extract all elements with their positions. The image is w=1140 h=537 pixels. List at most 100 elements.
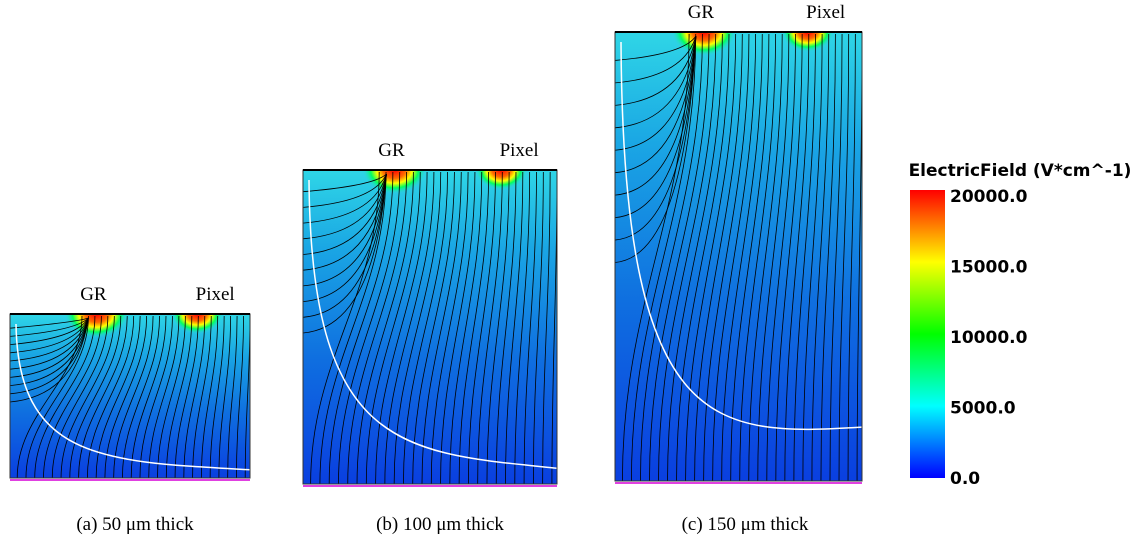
field-line <box>421 171 462 484</box>
caption: (b) 100 μm thick <box>376 514 504 535</box>
field-line <box>649 33 710 481</box>
hot-spot <box>671 32 736 56</box>
field-line <box>303 173 387 224</box>
field-line <box>615 35 697 151</box>
field-line <box>209 315 225 478</box>
field-line <box>467 171 496 484</box>
field-line <box>303 173 387 302</box>
depletion-edge <box>308 179 557 470</box>
field-line <box>615 35 697 174</box>
gr-label: GR <box>378 140 405 161</box>
caption: (c) 150 μm thick <box>682 514 809 535</box>
field-line <box>486 171 510 484</box>
pixel-label: Pixel <box>500 140 539 161</box>
field-line <box>658 33 717 481</box>
field-line <box>10 317 89 345</box>
caption: (a) 50 μm thick <box>76 514 194 535</box>
colorbar-title: ElectricField (V*cm^-1) <box>909 161 1132 181</box>
hot-spot <box>171 314 224 334</box>
field-line <box>10 317 89 337</box>
field-line <box>766 33 796 481</box>
field-line <box>532 171 544 484</box>
field-line <box>174 315 199 478</box>
field-line <box>615 35 697 218</box>
field-line <box>303 173 387 255</box>
field-line <box>104 315 148 478</box>
field-line <box>10 317 89 395</box>
field-line <box>757 33 790 481</box>
field-line <box>458 171 490 484</box>
field-line <box>183 315 206 478</box>
field-line <box>721 33 763 481</box>
field-line <box>356 171 414 484</box>
colorbar <box>910 190 945 478</box>
field-line <box>10 317 89 378</box>
field-line <box>25 315 89 478</box>
field-line <box>384 171 435 484</box>
field-line <box>375 171 428 484</box>
field-line <box>676 33 730 481</box>
field-line <box>310 171 380 484</box>
field-line <box>667 33 723 481</box>
field-line <box>712 33 756 481</box>
field-line <box>218 315 232 478</box>
field-line <box>615 35 697 196</box>
field-line <box>303 173 387 240</box>
field-line <box>820 33 836 481</box>
field-line <box>303 173 387 287</box>
field-line <box>200 315 219 478</box>
field-line <box>748 33 783 481</box>
field-line <box>148 315 180 478</box>
gr-label: GR <box>688 2 715 23</box>
field-line <box>615 35 697 106</box>
field-line <box>412 171 455 484</box>
field-line <box>319 171 387 484</box>
field-line <box>615 35 697 263</box>
field-line <box>10 317 89 362</box>
field-line <box>10 317 89 386</box>
field-line <box>236 315 244 478</box>
field-line <box>495 171 517 484</box>
colorbar-tick-label: 5000.0 <box>950 399 1016 419</box>
field-line <box>739 33 776 481</box>
field-line <box>793 33 816 481</box>
field-line <box>477 171 503 484</box>
colorbar-tick-label: 20000.0 <box>950 187 1028 207</box>
field-line <box>78 315 128 478</box>
field-line <box>829 33 843 481</box>
field-line <box>393 171 442 484</box>
field-line <box>86 315 135 478</box>
field-line <box>631 33 697 481</box>
field-line <box>847 33 856 481</box>
field-line <box>802 33 823 481</box>
field-line <box>303 173 387 193</box>
field-line <box>303 173 387 208</box>
field-line <box>113 315 154 478</box>
field-line <box>10 317 89 354</box>
simulation <box>303 170 557 484</box>
field-line <box>449 171 483 484</box>
colorbar-tick-label: 10000.0 <box>950 328 1028 348</box>
hot-spot <box>781 32 834 52</box>
field-line <box>615 35 697 241</box>
field-line <box>838 33 850 481</box>
field-line <box>430 171 469 484</box>
field-line <box>615 35 697 61</box>
field-line <box>10 317 89 370</box>
field-line <box>811 33 830 481</box>
field-line <box>60 315 115 478</box>
field-line <box>615 35 697 129</box>
field-line <box>403 171 448 484</box>
field-line <box>523 171 537 484</box>
field-line <box>130 315 167 478</box>
field-line <box>730 33 770 481</box>
field-line <box>784 33 810 481</box>
colorbar-tick-label: 15000.0 <box>950 258 1028 278</box>
field-line <box>440 171 476 484</box>
field-line <box>10 317 89 403</box>
field-line <box>328 171 394 484</box>
field-line <box>542 171 551 484</box>
field-line <box>192 315 212 478</box>
field-line <box>505 171 524 484</box>
